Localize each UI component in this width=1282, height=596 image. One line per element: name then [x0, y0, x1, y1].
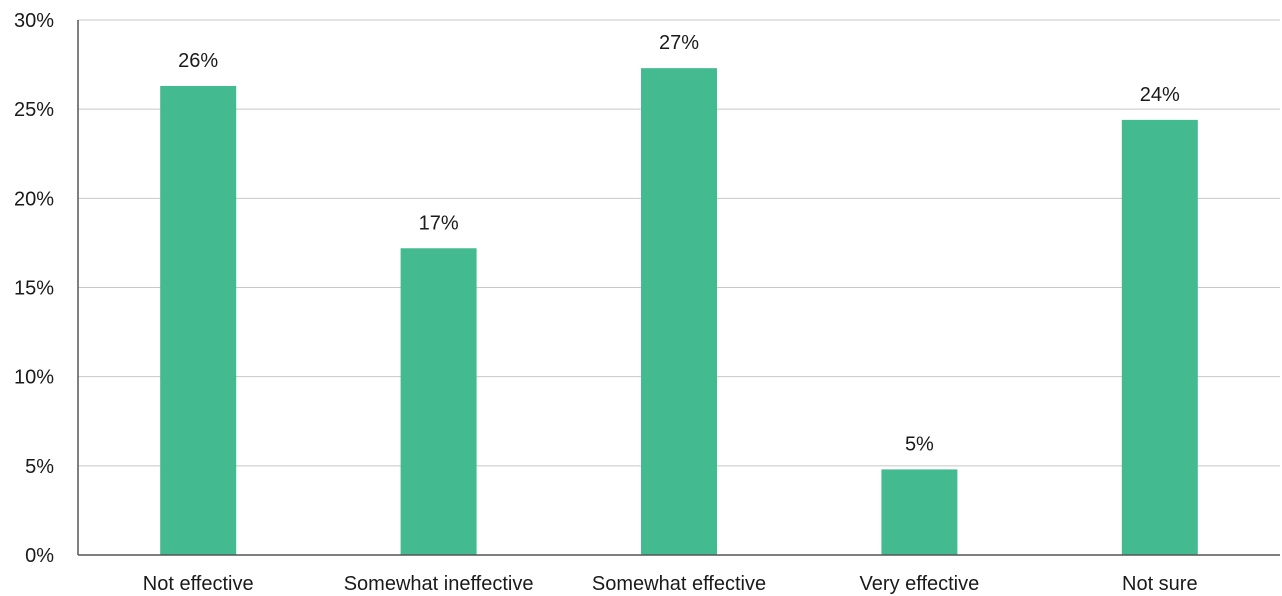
bar	[641, 68, 717, 556]
y-tick-label: 5%	[25, 456, 54, 478]
y-tick-label: 10%	[14, 367, 54, 389]
category-label: Very effective	[860, 573, 980, 595]
y-tick-label: 25%	[14, 99, 54, 121]
bar	[881, 469, 958, 555]
bars	[160, 68, 1198, 556]
data-label: 17%	[419, 212, 459, 234]
y-tick-label: 20%	[14, 188, 54, 210]
data-label: 27%	[659, 32, 699, 54]
y-tick-label: 0%	[25, 545, 54, 567]
data-label: 26%	[178, 50, 218, 72]
category-label: Somewhat effective	[592, 573, 766, 595]
category-label: Not effective	[143, 573, 254, 595]
bar	[400, 248, 477, 555]
y-axis-tick-labels: 0% 5% 10% 15% 20% 25% 30%	[14, 10, 54, 567]
data-labels: 26% 17% 27% 5% 24%	[178, 32, 1180, 455]
data-label: 5%	[905, 433, 934, 455]
data-label: 24%	[1140, 84, 1180, 106]
axes	[77, 20, 1280, 556]
bar	[160, 85, 237, 555]
category-label: Somewhat ineffective	[344, 573, 534, 595]
y-tick-label: 30%	[14, 10, 54, 32]
bar	[1121, 119, 1198, 555]
x-axis-category-labels: Not effective Somewhat ineffective Somewha…	[143, 573, 1198, 595]
y-tick-label: 15%	[14, 278, 54, 300]
category-label: Not sure	[1122, 573, 1198, 595]
